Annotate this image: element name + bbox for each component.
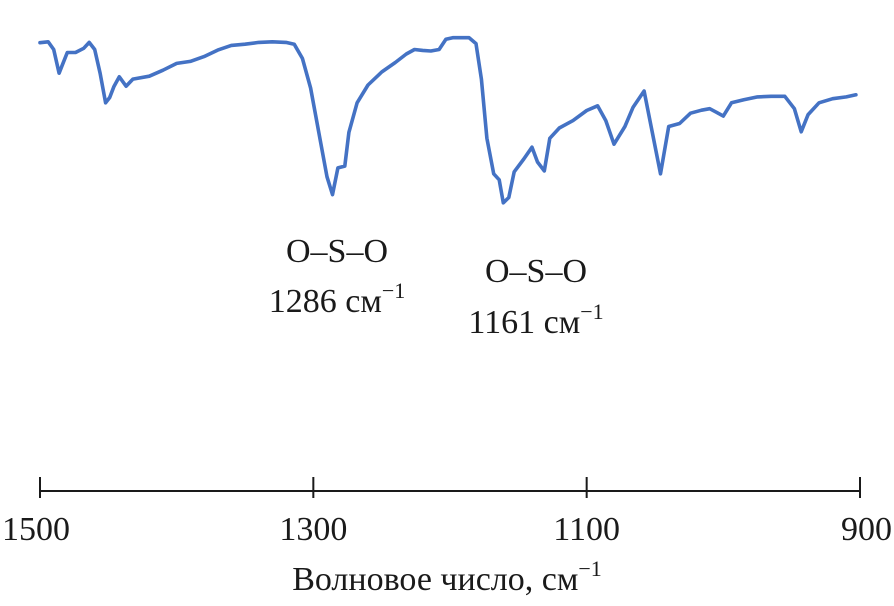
x-tick-label-1100: 1100	[553, 511, 620, 548]
x-axis-tick-labels: 1500 1300 1100 900	[2, 511, 892, 548]
annotation-1286-wavenumber: 1286 см−1	[269, 278, 406, 320]
annotation-1161-bond: O–S–O	[485, 253, 587, 290]
annotation-1286-bond: O–S–O	[286, 233, 388, 270]
x-tick-label-900: 900	[841, 511, 892, 548]
annotation-1161: O–S–O 1161 см−1	[468, 253, 603, 341]
x-axis-label: Волновое число, см−1	[292, 556, 602, 598]
annotation-1161-wavenumber: 1161 см−1	[468, 299, 603, 341]
spectrum-series-line	[38, 35, 858, 205]
annotation-1286: O–S–O 1286 см−1	[269, 233, 406, 320]
x-axis-ticks	[39, 477, 861, 498]
x-tick-label-1500: 1500	[2, 511, 70, 548]
x-tick-label-1300: 1300	[279, 511, 347, 548]
